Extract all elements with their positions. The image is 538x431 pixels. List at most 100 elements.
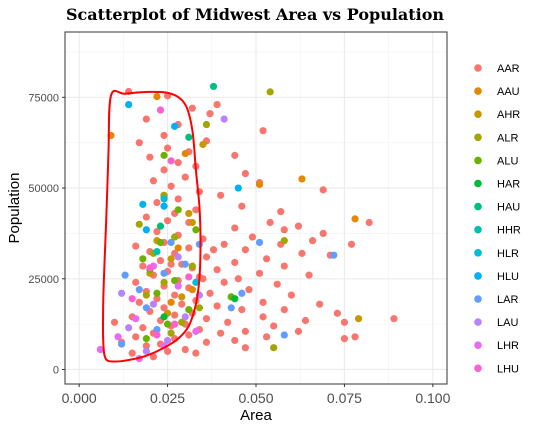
data-point-aar bbox=[365, 218, 373, 227]
data-point-aar bbox=[308, 237, 317, 245]
data-point-hhr bbox=[153, 247, 161, 256]
data-point-aar bbox=[199, 275, 207, 283]
data-point-aar bbox=[156, 257, 165, 265]
data-point-aar bbox=[273, 280, 281, 288]
legend-item-alr: ALR bbox=[474, 132, 518, 144]
data-point-alu bbox=[153, 289, 161, 297]
legend-item-hlu: HLU bbox=[474, 271, 519, 283]
data-point-hlr bbox=[192, 278, 200, 286]
data-point-lau bbox=[117, 289, 126, 297]
data-point-aar bbox=[192, 206, 200, 214]
data-point-aar bbox=[241, 327, 249, 335]
data-point-aar bbox=[294, 327, 303, 335]
legend-item-hau: HAU bbox=[474, 202, 520, 214]
data-point-lar bbox=[142, 304, 150, 312]
data-point-aar bbox=[160, 166, 168, 174]
x-tick-label: 0.050 bbox=[238, 390, 273, 406]
data-point-aar bbox=[245, 286, 253, 294]
legend-swatch bbox=[474, 272, 482, 280]
data-point-ahr bbox=[354, 315, 363, 323]
legend-swatch bbox=[474, 64, 482, 72]
legend-item-lar: LAR bbox=[474, 294, 518, 306]
x-tick-label: 0.100 bbox=[415, 390, 450, 406]
y-tick-label: 0 bbox=[53, 364, 59, 376]
data-point-aar bbox=[241, 246, 249, 254]
data-point-lar bbox=[135, 286, 143, 294]
legend-swatch bbox=[474, 341, 482, 350]
data-point-aar bbox=[163, 144, 172, 152]
legend-item-lhr: LHR bbox=[474, 340, 519, 352]
data-point-lhu bbox=[156, 106, 165, 114]
legend-swatch bbox=[474, 295, 482, 303]
legend-item-alu: ALU bbox=[474, 155, 518, 167]
data-point-aar bbox=[192, 349, 200, 357]
data-point-aar bbox=[294, 222, 303, 230]
data-point-aar bbox=[163, 347, 172, 355]
x-axis-ticks: 0.000 0.025 0.050 0.075 0.100 bbox=[62, 384, 451, 406]
legend-label: LHU bbox=[497, 363, 519, 375]
data-point-aar bbox=[224, 318, 232, 326]
data-point-alu bbox=[142, 335, 150, 343]
data-point-aar bbox=[174, 195, 182, 203]
legend-label: ALU bbox=[497, 155, 518, 167]
data-point-ahr bbox=[167, 255, 175, 263]
data-point-aar bbox=[220, 240, 228, 248]
y-axis-ticks: 0 25000 50000 75000 bbox=[28, 92, 65, 376]
data-point-lhr bbox=[192, 327, 200, 335]
legend-label: AHR bbox=[497, 109, 520, 121]
legend-item-hhr: HHR bbox=[474, 225, 521, 237]
legend-label: AAR bbox=[497, 63, 520, 75]
data-point-aar bbox=[238, 306, 246, 314]
data-point-aar bbox=[351, 333, 359, 341]
data-point-aar bbox=[287, 291, 295, 299]
legend-label: HAU bbox=[497, 202, 520, 214]
data-point-aar bbox=[160, 304, 168, 312]
data-point-aar bbox=[167, 260, 175, 268]
data-point-lau bbox=[125, 324, 133, 332]
legend-label: ALR bbox=[497, 132, 518, 144]
data-point-aar bbox=[347, 240, 356, 248]
chart-title: Scatterplot of Midwest Area vs Populatio… bbox=[66, 5, 444, 24]
data-point-aau bbox=[298, 175, 306, 183]
data-point-aar bbox=[132, 333, 140, 341]
data-point-alu bbox=[139, 255, 147, 263]
data-point-aar bbox=[206, 110, 214, 118]
data-point-alr bbox=[142, 291, 150, 299]
legend-item-aar: AAR bbox=[474, 63, 520, 75]
data-point-ahr bbox=[188, 218, 196, 227]
data-point-hlu bbox=[234, 184, 242, 192]
legend-item-aau: AAU bbox=[474, 86, 520, 98]
data-point-aar bbox=[149, 353, 158, 361]
data-point-hlu bbox=[171, 122, 179, 130]
data-point-alr bbox=[195, 304, 204, 312]
data-point-aar bbox=[171, 311, 179, 319]
legend-label: LAR bbox=[497, 294, 518, 306]
x-tick-label: 0.075 bbox=[327, 390, 362, 406]
data-point-aar bbox=[340, 318, 349, 326]
data-point-aar bbox=[171, 291, 179, 299]
data-point-ahr bbox=[199, 140, 207, 149]
data-point-alu bbox=[192, 226, 200, 234]
data-point-lar bbox=[153, 325, 161, 334]
data-point-aar bbox=[277, 208, 285, 216]
data-point-aar bbox=[178, 300, 186, 308]
data-point-aar bbox=[139, 262, 147, 270]
data-point-alr bbox=[270, 344, 278, 352]
data-point-lar bbox=[238, 289, 246, 297]
data-point-lau bbox=[181, 313, 189, 321]
data-point-lau bbox=[142, 347, 150, 355]
data-point-aar bbox=[280, 226, 288, 234]
y-tick-label: 50000 bbox=[28, 183, 59, 195]
y-axis-title: Population bbox=[6, 173, 23, 244]
data-point-aar bbox=[319, 186, 327, 194]
data-point-aar bbox=[142, 342, 150, 350]
data-point-hlu bbox=[160, 202, 168, 210]
data-point-hlu bbox=[139, 200, 147, 208]
data-point-lhu bbox=[185, 273, 193, 281]
data-point-aar bbox=[319, 229, 327, 238]
data-point-lhu bbox=[171, 320, 179, 328]
data-point-aar bbox=[231, 258, 239, 267]
data-point-aar bbox=[146, 153, 154, 161]
data-point-aar bbox=[263, 255, 271, 263]
x-axis-title: Area bbox=[240, 407, 272, 424]
